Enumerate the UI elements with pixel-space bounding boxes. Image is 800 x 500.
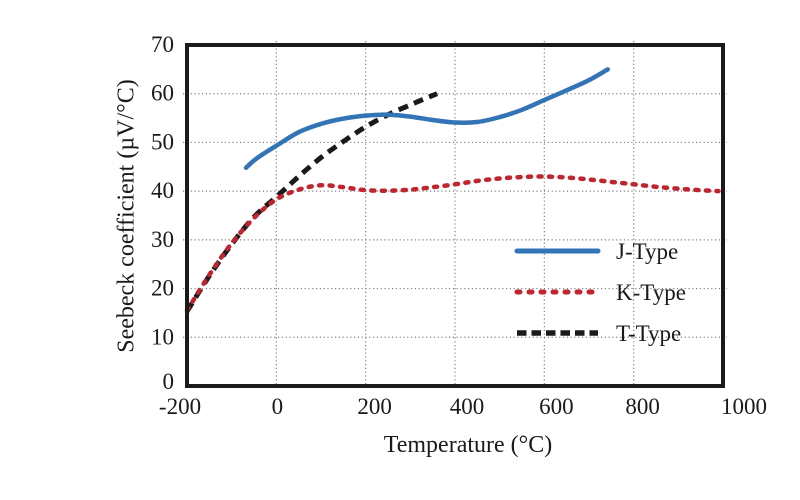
y-tick-label: 30: [151, 227, 174, 252]
y-tick-label: 70: [151, 32, 174, 57]
legend-label-k-type: K-Type: [616, 280, 686, 305]
y-axis-title: Seebeck coefficient (µV/°C): [113, 79, 140, 353]
legend-label-j-type: J-Type: [616, 239, 678, 264]
y-tick-label: 20: [151, 276, 174, 301]
y-tick-label: 60: [151, 81, 174, 106]
legend-label-t-type: T-Type: [616, 321, 681, 346]
y-tick-label: 10: [151, 324, 174, 349]
y-tick-label: 0: [163, 369, 175, 394]
y-tick-label: 50: [151, 129, 174, 154]
x-tick-label: 200: [357, 394, 392, 419]
x-tick-label: 0: [272, 394, 284, 419]
series-j-type: [243, 67, 611, 171]
series-k-type: [184, 174, 721, 313]
x-tick-label: 800: [625, 394, 660, 419]
x-tick-label: 400: [450, 394, 485, 419]
x-tick-label: -200: [159, 394, 201, 419]
x-tick-label: 1000: [721, 394, 767, 419]
plot-border: [185, 43, 725, 388]
x-tick-label: 600: [539, 394, 574, 419]
x-axis-title: Temperature (°C): [383, 432, 553, 458]
y-tick-label: 40: [151, 178, 174, 203]
series-t-type: [184, 91, 439, 313]
